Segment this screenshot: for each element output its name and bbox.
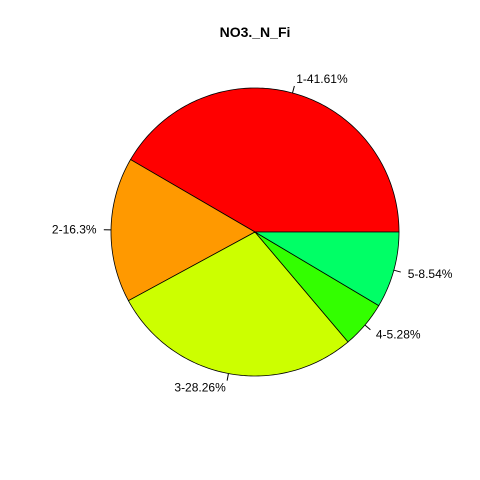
pie-label-2: 2-16.3% [52,223,97,237]
slices-layer [111,88,399,376]
pie-label-1: 1-41.61% [296,72,348,86]
pie-label-leader-4 [365,325,371,330]
pie-label-5: 5-8.54% [408,267,453,281]
pie-label-leader-1 [293,86,295,93]
pie-label-leader-5 [394,270,401,272]
pie-label-4: 4-5.28% [376,327,421,341]
pie-label-3: 3-28.26% [174,381,226,395]
pie-label-leader-3 [227,374,228,381]
chart-title: NO3._N_Fi [220,24,291,40]
